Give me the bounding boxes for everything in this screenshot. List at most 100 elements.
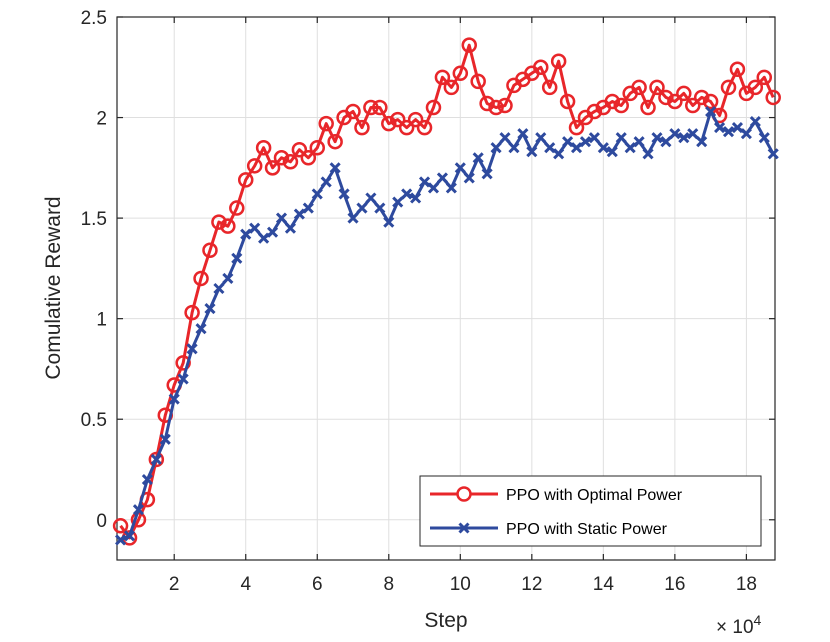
data-point: [526, 146, 538, 158]
data-point: [702, 93, 719, 110]
data-point: [327, 133, 343, 150]
data-point: [383, 216, 395, 228]
data-point: [562, 136, 574, 148]
data-point: [588, 132, 600, 144]
data-point: [365, 192, 377, 204]
data-point: [765, 89, 781, 106]
data-point: [284, 222, 297, 234]
data-point: [291, 141, 308, 158]
legend-label: PPO with Optimal Power: [506, 487, 683, 504]
data-point: [240, 228, 252, 240]
y-tick-label: 0: [96, 511, 107, 532]
data-point: [454, 162, 466, 174]
data-point: [687, 128, 699, 140]
x-axis-title: Step: [424, 609, 467, 632]
plot-area: [117, 17, 775, 560]
data-point: [658, 89, 674, 106]
data-point: [222, 272, 234, 285]
data-point: [633, 136, 645, 148]
data-point: [660, 136, 672, 148]
data-point: [731, 122, 744, 134]
legend-label: PPO with Static Power: [506, 521, 668, 538]
data-point: [613, 97, 629, 114]
data-point: [115, 534, 127, 546]
data-point: [604, 93, 621, 110]
data-point: [470, 73, 486, 90]
data-point: [693, 89, 710, 106]
data-point: [159, 433, 171, 445]
data-point: [410, 192, 422, 204]
data-point: [398, 119, 415, 136]
data-point: [729, 61, 746, 78]
data-point: [282, 154, 299, 170]
data-point: [229, 200, 245, 216]
y-tick-label: 1.5: [81, 209, 107, 230]
data-point: [756, 69, 773, 86]
data-point: [568, 119, 585, 136]
data-point: [320, 176, 332, 188]
data-point: [150, 453, 162, 466]
legend: PPO with Optimal Power PPO with Static Po…: [419, 475, 762, 547]
data-point: [499, 132, 511, 144]
data-point: [758, 132, 770, 144]
data-point: [479, 95, 495, 112]
data-point: [204, 303, 216, 315]
data-point: [541, 79, 558, 96]
data-point: [407, 111, 424, 128]
x-tick-label: 6: [312, 574, 323, 595]
data-point: [389, 111, 406, 128]
data-point: [293, 208, 305, 220]
x-tick-label: 16: [664, 574, 685, 595]
data-point: [168, 393, 180, 405]
data-point: [452, 65, 469, 82]
data-point: [559, 93, 576, 110]
axes-box: [116, 16, 776, 561]
data-point: [381, 115, 397, 132]
x-tick-label: 10: [450, 574, 471, 595]
x-tick-label: 18: [736, 574, 757, 595]
data-point: [497, 97, 513, 114]
data-point: [372, 99, 388, 116]
series-2: [115, 105, 779, 546]
data-point: [615, 132, 627, 144]
data-point: [273, 150, 290, 166]
data-point: [300, 150, 317, 166]
data-point: [309, 139, 326, 156]
legend-entry-1: PPO with Optimal Power: [430, 486, 683, 504]
data-point: [579, 136, 592, 148]
data-point: [436, 172, 448, 184]
data-point: [472, 152, 484, 164]
data-point: [354, 119, 370, 136]
data-point: [705, 105, 717, 118]
data-point: [508, 142, 520, 154]
data-point: [747, 79, 764, 96]
x-tick-label: 12: [521, 574, 542, 595]
data-point: [213, 282, 225, 295]
data-point: [570, 142, 583, 154]
x-multiplier-base: × 10: [716, 617, 754, 638]
data-point: [177, 373, 189, 385]
data-point: [425, 99, 442, 116]
x-tick-label: 4: [240, 574, 251, 595]
data-point: [255, 139, 272, 156]
data-point: [220, 218, 236, 234]
y-tick-label: 2.5: [81, 8, 107, 29]
data-point: [416, 119, 433, 136]
data-point: [356, 202, 368, 214]
data-point: [631, 79, 647, 96]
data-point: [696, 136, 708, 148]
data-point: [642, 148, 654, 160]
data-point: [434, 69, 451, 86]
data-point: [722, 126, 735, 138]
data-point: [345, 103, 361, 120]
data-point: [347, 212, 359, 224]
series-layer: [112, 37, 781, 546]
data-point: [676, 85, 692, 102]
data-point: [363, 99, 379, 116]
data-point: [329, 162, 341, 174]
data-point: [132, 504, 145, 516]
legend-box: [419, 475, 762, 547]
data-point: [302, 202, 314, 214]
data-point: [392, 196, 404, 208]
data-point: [258, 232, 270, 244]
